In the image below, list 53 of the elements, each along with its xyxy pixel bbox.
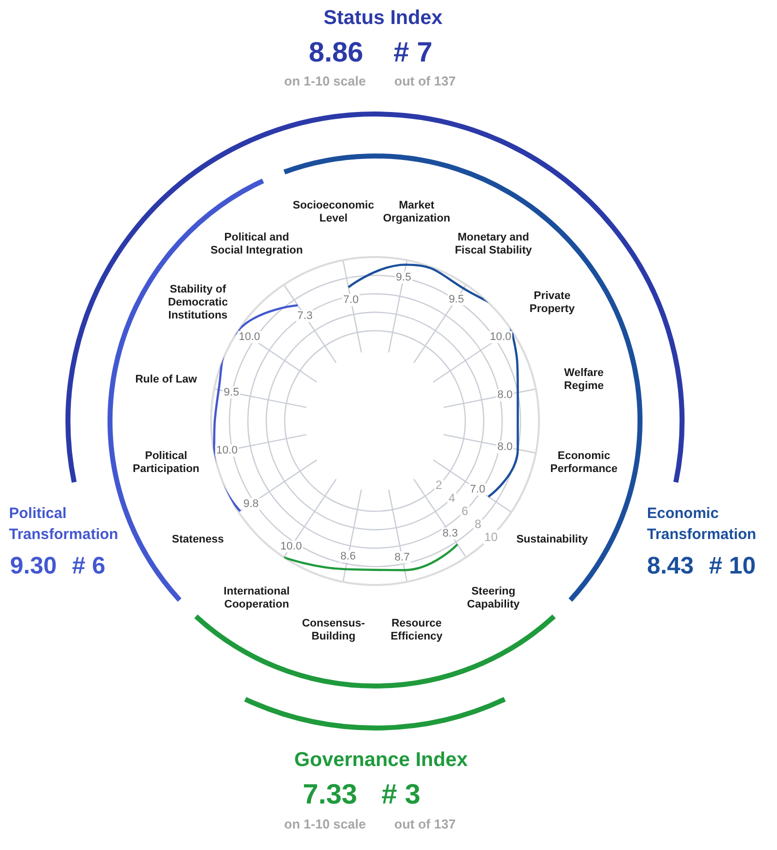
text: # 6 <box>72 552 106 580</box>
spoke-label: Consensus-Building <box>302 617 366 642</box>
text: out of 137 <box>394 74 456 88</box>
y-tick-label: 4 <box>448 490 456 505</box>
spoke-label: Market Organization <box>382 200 450 225</box>
text: on 1-10 scale <box>284 816 366 832</box>
spoke-label: Resource Efficiency <box>390 617 444 642</box>
spoke-label: Stability of Democratic Institutions <box>168 284 228 322</box>
data-label: 10.0 <box>216 444 238 456</box>
data-label: 10.0 <box>490 331 512 344</box>
data-label: 8.3 <box>442 528 458 540</box>
text: # 3 <box>382 778 420 810</box>
data-label: 8.0 <box>497 440 513 453</box>
text: # 7 <box>394 36 432 68</box>
data-label: 7.0 <box>470 484 486 496</box>
data-label: 9.5 <box>224 386 240 398</box>
spoke-label: Stateness <box>172 533 224 546</box>
data-label: 9.8 <box>243 498 259 510</box>
text: Governance Index <box>294 749 468 771</box>
spoke-label: Rule of Law <box>135 373 198 386</box>
spoke-label: Socioeconomic Level <box>292 200 374 225</box>
y-tick-label: 8 <box>474 516 482 531</box>
data-label: 8.0 <box>497 389 513 402</box>
text: 7.33 <box>302 778 358 810</box>
spoke-label: Sustainability <box>516 533 589 546</box>
y-tick-label: 2 <box>436 478 442 492</box>
data-label: 10.0 <box>280 540 302 553</box>
y-tick-label: 6 <box>462 504 469 518</box>
spoke-label: Steering Capability <box>467 586 520 611</box>
data-label: 8.6 <box>340 550 356 562</box>
data-label: 7.3 <box>297 310 313 322</box>
spoke-label: Monetary and Fiscal Stability <box>454 231 533 256</box>
data-label: 9.5 <box>448 293 464 306</box>
text: Political Transformation <box>9 505 118 543</box>
text: Economic Transformation <box>647 505 756 543</box>
text: 9.30 <box>10 552 57 580</box>
spoke-label: International Cooperation <box>224 586 290 611</box>
spoke-label: Private Property <box>529 290 576 316</box>
chart-title: Status Index <box>324 7 442 29</box>
data-label: 10.0 <box>238 331 260 344</box>
data-label: 9.5 <box>396 271 412 284</box>
spoke-label: Economic Performance <box>550 450 618 476</box>
data-label: 8.7 <box>394 551 410 564</box>
spoke-label: Welfare Regime <box>564 366 604 392</box>
spoke-label: Political and Social Integration <box>210 231 304 256</box>
text: on 1-10 scale <box>284 74 366 88</box>
text: # 10 <box>709 552 756 580</box>
data-label: 7.0 <box>343 294 359 306</box>
text: out of 137 <box>394 816 456 832</box>
text: 8.86 <box>308 36 364 68</box>
y-tick-label: 10 <box>484 530 498 544</box>
text: 8.43 <box>647 552 694 580</box>
spoke-label: Political Participation <box>132 450 200 476</box>
